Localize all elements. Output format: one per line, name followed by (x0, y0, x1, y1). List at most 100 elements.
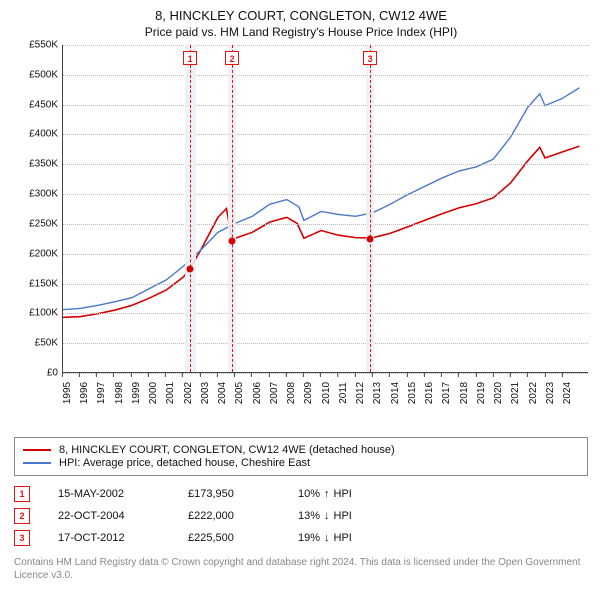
gridline (63, 224, 588, 225)
chart-title: 8, HINCKLEY COURT, CONGLETON, CW12 4WE (14, 8, 588, 23)
tick-mark (510, 373, 511, 377)
gridline (63, 164, 588, 165)
event-line (370, 45, 371, 372)
series-line (63, 146, 579, 317)
footer-note: Contains HM Land Registry data © Crown c… (14, 556, 588, 582)
y-tick-label: £400K (29, 129, 58, 140)
event-index-box: 3 (14, 530, 30, 546)
event-date: 17-OCT-2012 (58, 532, 188, 544)
event-diff-label: HPI (334, 532, 352, 544)
tick-mark (424, 373, 425, 377)
y-tick-label: £50K (35, 338, 58, 349)
event-row: 2 22-OCT-2004£222,00013% ↓ HPI (14, 508, 588, 524)
event-diff-pct: 19% (298, 532, 320, 544)
tick-mark (148, 373, 149, 377)
gridline (63, 194, 588, 195)
y-tick-label: £150K (29, 278, 58, 289)
tick-mark (182, 373, 183, 377)
legend-label: HPI: Average price, detached house, Ches… (59, 457, 310, 469)
series-line (63, 88, 579, 310)
y-tick-label: £300K (29, 189, 58, 200)
y-tick-label: £100K (29, 308, 58, 319)
tick-mark (320, 373, 321, 377)
tick-mark (544, 373, 545, 377)
tick-mark (303, 373, 304, 377)
event-index-box: 1 (14, 486, 30, 502)
y-tick-label: £450K (29, 99, 58, 110)
tick-mark (372, 373, 373, 377)
event-line (190, 45, 191, 372)
event-date: 22-OCT-2004 (58, 510, 188, 522)
event-dot (229, 237, 236, 244)
gridline (63, 343, 588, 344)
legend: 8, HINCKLEY COURT, CONGLETON, CW12 4WE (… (14, 437, 588, 476)
tick-mark (527, 373, 528, 377)
event-index-box: 2 (14, 508, 30, 524)
event-price: £225,500 (188, 532, 298, 544)
arrow-down-icon: ↓ (324, 532, 330, 544)
tick-mark (458, 373, 459, 377)
gridline (63, 105, 588, 106)
tick-mark (475, 373, 476, 377)
arrow-down-icon: ↓ (324, 510, 330, 522)
tick-mark (234, 373, 235, 377)
legend-item: HPI: Average price, detached house, Ches… (23, 457, 579, 469)
event-marker-box: 1 (183, 51, 197, 65)
x-tick: 2024 (551, 373, 573, 392)
legend-swatch (23, 449, 51, 451)
event-diff: 10% ↑ HPI (298, 488, 352, 500)
gridline (63, 134, 588, 135)
gridline (63, 45, 588, 46)
y-tick-label: £350K (29, 159, 58, 170)
gridline (63, 284, 588, 285)
y-tick-label: £200K (29, 248, 58, 259)
event-diff-label: HPI (334, 488, 352, 500)
plot-area: £0£50K£100K£150K£200K£250K£300K£350K£400… (14, 45, 588, 397)
tick-mark (406, 373, 407, 377)
event-diff-pct: 13% (298, 510, 320, 522)
gridline (63, 75, 588, 76)
legend-swatch (23, 462, 51, 464)
event-diff-pct: 10% (298, 488, 320, 500)
tick-mark (62, 373, 63, 377)
tick-mark (251, 373, 252, 377)
tick-mark (355, 373, 356, 377)
tick-mark (96, 373, 97, 377)
events-table: 1 15-MAY-2002£173,95010% ↑ HPI 2 22-OCT-2004£… (14, 486, 588, 546)
y-axis: £0£50K£100K£150K£200K£250K£300K£350K£400… (14, 45, 60, 397)
event-price: £222,000 (188, 510, 298, 522)
line-chart-svg (63, 45, 588, 372)
x-tick-label: 2024 (562, 382, 573, 404)
event-marker-box: 3 (363, 51, 377, 65)
tick-mark (165, 373, 166, 377)
event-marker-box: 2 (225, 51, 239, 65)
event-diff: 19% ↓ HPI (298, 532, 352, 544)
event-line (232, 45, 233, 372)
tick-mark (217, 373, 218, 377)
event-row: 1 15-MAY-2002£173,95010% ↑ HPI (14, 486, 588, 502)
y-tick-label: £500K (29, 69, 58, 80)
tick-mark (493, 373, 494, 377)
event-row: 3 17-OCT-2012£225,50019% ↓ HPI (14, 530, 588, 546)
tick-mark (286, 373, 287, 377)
event-dot (187, 266, 194, 273)
tick-mark (268, 373, 269, 377)
plot: 1 2 3 (62, 45, 588, 373)
event-date: 15-MAY-2002 (58, 488, 188, 500)
gridline (63, 313, 588, 314)
event-diff-label: HPI (334, 510, 352, 522)
tick-mark (562, 373, 563, 377)
tick-mark (130, 373, 131, 377)
tick-mark (337, 373, 338, 377)
chart-container: 8, HINCKLEY COURT, CONGLETON, CW12 4WE P… (0, 0, 600, 590)
legend-item: 8, HINCKLEY COURT, CONGLETON, CW12 4WE (… (23, 444, 579, 456)
tick-mark (79, 373, 80, 377)
arrow-up-icon: ↑ (324, 488, 330, 500)
event-price: £173,950 (188, 488, 298, 500)
event-diff: 13% ↓ HPI (298, 510, 352, 522)
tick-mark (113, 373, 114, 377)
tick-mark (389, 373, 390, 377)
gridline (63, 254, 588, 255)
event-dot (366, 235, 373, 242)
chart-subtitle: Price paid vs. HM Land Registry's House … (14, 25, 588, 39)
